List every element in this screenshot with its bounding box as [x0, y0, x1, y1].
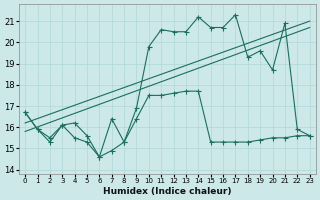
X-axis label: Humidex (Indice chaleur): Humidex (Indice chaleur): [103, 187, 232, 196]
